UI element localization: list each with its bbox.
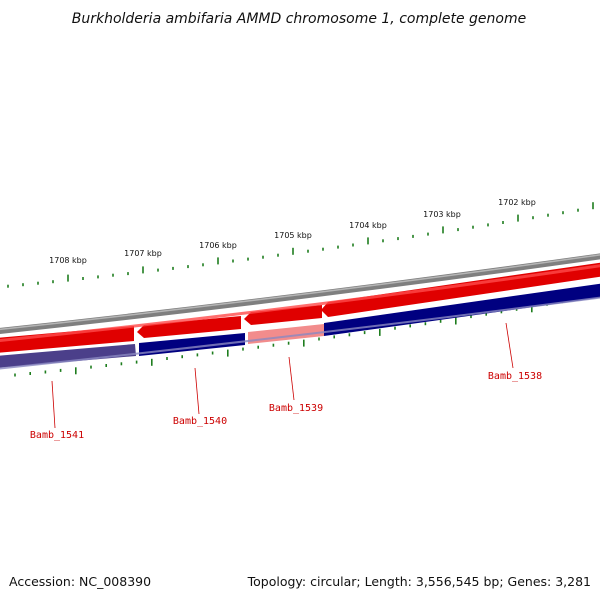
kbp-label: 1708 kbp xyxy=(49,256,87,265)
gene-label-bamb1539[interactable]: Bamb_1539 xyxy=(269,356,323,414)
accession-text: Accession: NC_008390 xyxy=(9,574,151,589)
gene-name: Bamb_1540 xyxy=(173,416,227,427)
map-title: Burkholderia ambifaria AMMD chromosome 1… xyxy=(72,11,526,27)
gene-name: Bamb_1538 xyxy=(488,371,542,382)
kbp-label: 1703 kbp xyxy=(423,210,461,219)
gene-forward-bamb1540 xyxy=(137,316,241,338)
gene-name: Bamb_1539 xyxy=(269,403,323,414)
kbp-label: 1707 kbp xyxy=(124,249,162,258)
gene-forward-bamb1539 xyxy=(244,305,322,325)
forward-strand-track xyxy=(0,262,600,353)
genome-backbone xyxy=(0,253,600,334)
reverse-strand-shadow xyxy=(0,296,600,370)
kbp-label: 1706 kbp xyxy=(199,241,237,250)
gene-leader-line xyxy=(51,380,56,429)
gene-name: Bamb_1541 xyxy=(30,430,84,441)
gene-label-bamb1540[interactable]: Bamb_1540 xyxy=(173,367,227,427)
gene-label-bamb1538[interactable]: Bamb_1538 xyxy=(488,322,542,382)
gene-reverse-bamb1541 xyxy=(0,344,136,368)
gene-forward-left xyxy=(0,326,134,353)
gene-leader-line xyxy=(194,367,200,415)
gene-leader-line xyxy=(505,322,514,369)
reverse-strand-track xyxy=(0,283,600,370)
outer-tick-ruler xyxy=(7,202,594,288)
forward-strand-shine xyxy=(0,264,600,342)
genome-backbone-highlight xyxy=(0,254,600,331)
kbp-labels: 1708 kbp 1707 kbp 1706 kbp 1705 kbp 1704… xyxy=(49,198,536,265)
kbp-label: 1705 kbp xyxy=(274,231,312,240)
kbp-label: 1702 kbp xyxy=(498,198,536,207)
gene-label-bamb1541[interactable]: Bamb_1541 xyxy=(30,380,84,441)
gene-leader-line xyxy=(288,356,295,401)
kbp-label: 1704 kbp xyxy=(349,221,387,230)
genome-summary-text: Topology: circular; Length: 3,556,545 bp… xyxy=(247,574,591,589)
